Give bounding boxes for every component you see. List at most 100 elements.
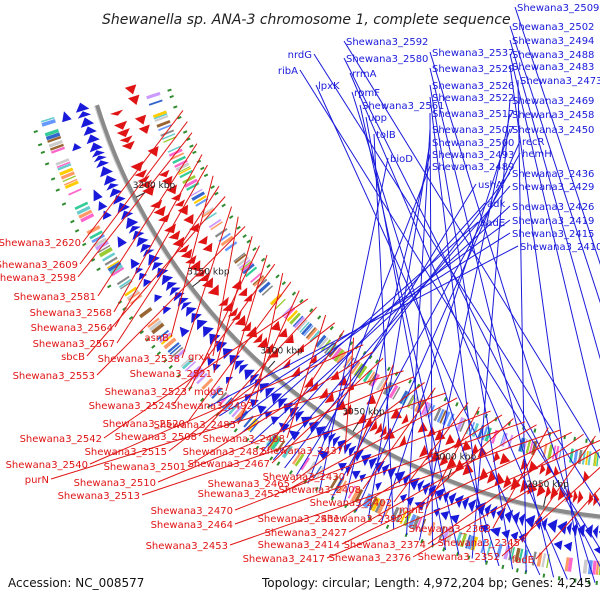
forward-gene-arrow [180, 302, 192, 311]
gc-marker-inner [317, 315, 322, 320]
cog-block-forward [160, 334, 173, 345]
reverse-orf-arrow [202, 242, 213, 253]
forward-gene-arrow [126, 217, 139, 230]
gene-label-reverse: Shewana3_2521 [130, 369, 212, 380]
cog-block-forward [354, 488, 364, 503]
gc-marker-outer [314, 486, 319, 492]
gene-label-reverse: Shewana3_2524 [89, 401, 171, 412]
cog-block-forward [234, 408, 247, 421]
gene-label-forward-leader [509, 25, 600, 304]
gene-label-forward: Shewana3_2507 [432, 125, 514, 136]
forward-gene-arrow [348, 445, 357, 458]
forward-gene-arrow [202, 326, 214, 338]
forward-gene-arrow [315, 426, 327, 438]
gc-marker-outer [163, 358, 168, 363]
cog-block-reverse [296, 319, 308, 332]
forward-orf-arrow [143, 278, 152, 288]
cog-block-reverse [350, 361, 361, 375]
gene-label-forward-leader [208, 245, 519, 407]
cog-block-forward [592, 560, 597, 575]
gene-label-reverse: Shewana3_2581 [14, 292, 96, 303]
cog-block-forward [374, 499, 384, 513]
gene-label-reverse-leader [86, 196, 226, 357]
forward-gene-arrow [91, 150, 105, 158]
gene-label-reverse-leader [281, 397, 458, 494]
gc-marker-outer [33, 130, 38, 134]
gc-marker-outer [255, 445, 260, 450]
gene-label-reverse-leader [172, 263, 276, 406]
reverse-orf-arrow [127, 94, 140, 105]
reverse-gene-arrow [454, 459, 465, 473]
forward-orf-arrow [207, 358, 216, 367]
gc-marker-inner [221, 203, 226, 208]
gc-marker-outer [501, 564, 505, 570]
gene-label-reverse-leader [234, 421, 526, 525]
cog-block-forward [124, 286, 138, 297]
reverse-orf-arrow [270, 320, 281, 331]
forward-gene-arrow [295, 410, 305, 423]
forward-gene-arrow [100, 166, 113, 178]
cog-block-reverse [234, 253, 247, 264]
cog-block-reverse [499, 432, 506, 447]
gene-label-forward: Shewana3_2526 [432, 81, 514, 92]
cog-block-reverse [425, 403, 433, 417]
cog-block-forward [531, 551, 537, 566]
gene-label-forward-leader [250, 205, 511, 444]
cog-block-reverse [392, 386, 401, 400]
reverse-gene-arrow [157, 213, 171, 223]
cog-block-forward [64, 180, 79, 189]
gc-marker-outer [368, 516, 372, 521]
gene-label-forward-leader [517, 79, 527, 573]
reverse-gene-arrow [418, 444, 428, 458]
cog-block-forward [78, 209, 93, 219]
gc-marker-inner [368, 354, 373, 360]
forward-orf-arrow [449, 514, 460, 525]
gc-marker-inner [203, 173, 209, 178]
reverse-orf-arrow [183, 213, 194, 225]
gene-label-forward: Shewana3_2483 [512, 62, 594, 73]
cog-block-forward [243, 415, 254, 428]
forward-orf-arrow [553, 540, 563, 551]
cog-block-reverse [375, 377, 386, 391]
cog-block-forward [541, 553, 547, 568]
gc-marker-inner [408, 379, 412, 384]
cog-block-reverse [301, 323, 313, 336]
cog-block-reverse [507, 434, 514, 449]
gene-label-reverse-leader [97, 143, 198, 297]
gene-label-reverse: Shewana3_2542 [20, 434, 102, 445]
forward-orf-arrow [154, 294, 163, 303]
forward-gene-arrow [518, 512, 526, 527]
cog-block-forward [48, 140, 63, 148]
gene-label-reverse-leader [170, 175, 214, 338]
gene-label-reverse-leader [425, 406, 480, 510]
gc-marker-outer [145, 337, 150, 342]
gc-marker-outer [37, 143, 43, 147]
reverse-gene-arrow [268, 347, 279, 358]
gene-label-reverse-leader [82, 110, 184, 243]
gc-marker-outer [90, 258, 96, 262]
gene-label-reverse: Shewana3_2540 [6, 460, 88, 471]
gc-marker-inner [228, 215, 234, 219]
forward-orf-arrow [375, 481, 383, 491]
gc-marker-inner [329, 325, 334, 331]
cog-block-forward [496, 543, 503, 558]
reverse-gene-arrow [343, 404, 352, 416]
gene-label-forward-leader [272, 185, 511, 461]
forward-gene-arrow [387, 466, 397, 480]
gene-label-reverse-leader [50, 370, 404, 480]
gene-label-reverse: Shewana3_2513 [58, 491, 140, 502]
gene-label-forward: Shewana3_2580 [346, 54, 428, 65]
forward-gene-arrow [140, 243, 152, 253]
forward-gene-arrow [557, 520, 568, 535]
gc-marker-inner [281, 281, 286, 286]
gene-label-reverse-leader [198, 306, 318, 437]
map-title: Shewanella sp. ANA-3 chromosome 1, compl… [102, 12, 511, 28]
cog-block-forward [56, 161, 71, 169]
gene-label-forward-leader [471, 99, 511, 559]
cog-block-forward [51, 146, 65, 154]
cog-block-reverse [201, 207, 214, 216]
gene-label-reverse-leader [96, 226, 246, 376]
cog-block-forward [582, 559, 589, 574]
cog-block-reverse [153, 113, 168, 120]
